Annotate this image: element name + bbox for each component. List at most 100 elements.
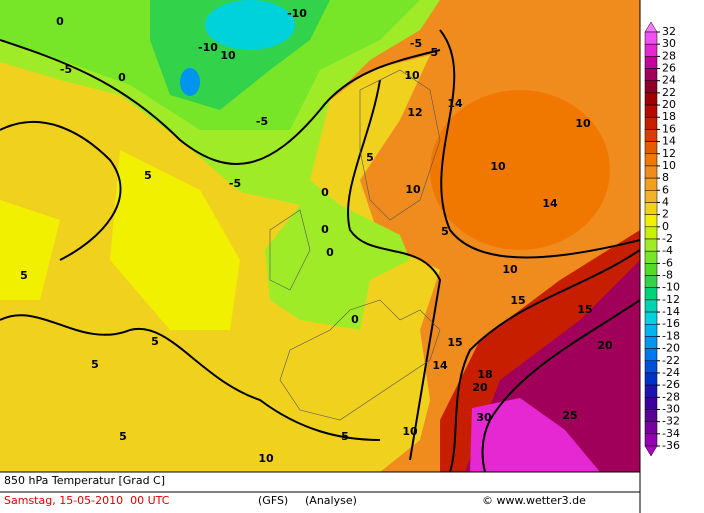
contour-label: 5 [20,269,28,282]
coastline [359,69,441,221]
contour-label: 10 [258,452,274,465]
legend-swatch [644,384,658,398]
legend-swatch [644,348,658,362]
legend-swatch [644,68,658,81]
legend-swatch [644,287,658,301]
contour-label: 0 [351,313,359,326]
legend-label: -26 [662,378,680,391]
coastline [269,209,311,291]
legend-swatch [644,190,658,203]
legend-label: -10 [662,281,680,294]
contour-label: 0 [56,15,64,28]
contour-label: 15 [577,303,592,316]
contour-label: 14 [447,97,463,110]
contour-label: 10 [402,425,418,438]
contour-label: 30 [476,411,492,424]
contour-line [0,39,441,165]
legend-arrow [644,445,658,457]
contour-lines [0,29,641,473]
legend-swatch [644,360,658,374]
legend-swatch [644,263,658,276]
contour-label: 5 [144,169,152,182]
very-cold-region [205,0,295,50]
legend-label: -12 [662,293,680,306]
legend-label: -16 [662,317,680,330]
legend-label: 16 [662,122,676,135]
legend-label: 14 [662,135,676,148]
contour-label: 25 [562,409,577,422]
footer-title: 850 hPa Temperatur [Grad C] [4,474,165,487]
coldest-region [180,68,200,96]
legend-label: -14 [662,305,680,318]
legend-label: -20 [662,342,680,355]
legend-swatch [644,226,658,240]
contour-label: 15 [510,294,525,307]
footer-credit: © www.wetter3.de [482,494,586,507]
color-legend: 32302826242220181614121086420-2-4-6-8-10… [644,21,680,457]
contour-label: 15 [447,336,462,349]
contour-label: 12 [407,106,422,119]
contour-line [481,299,641,473]
legend-label: 30 [662,37,676,50]
contour-label: 20 [472,381,488,394]
legend-swatch [644,177,658,191]
contour-label: 10 [490,160,506,173]
legend-label: -18 [662,329,680,342]
coastlines [269,69,441,421]
contour-label: 0 [118,71,126,84]
legend-label: -6 [662,256,673,269]
footer-date: Samstag, 15-05-2010 00 UTC [4,494,170,507]
legend-label: 18 [662,110,676,123]
legend-label: -24 [662,366,680,379]
legend-swatch [644,141,658,155]
contour-label: -5 [426,46,438,59]
warm-patch [430,90,610,250]
legend-label: 4 [662,195,669,208]
contour-label: 0 [321,223,329,236]
legend-label: -28 [662,390,680,403]
legend-swatch [644,43,658,57]
legend-swatch [644,250,658,264]
light-yellow-region [0,150,240,330]
legend-swatch [644,397,658,410]
legend-label: -34 [662,427,680,440]
legend-label: 22 [662,86,676,99]
legend-swatch [644,421,658,435]
legend-label: -4 [662,244,673,257]
legend-label: 28 [662,49,676,62]
legend-swatch [644,104,658,118]
legend-label: 8 [662,171,669,184]
legend-label: -2 [662,232,673,245]
contour-label: 5 [151,335,159,348]
legend-swatch [644,409,658,422]
legend-arrow [644,21,658,33]
contour-label: 5 [119,430,127,443]
contour-line [449,249,641,473]
contour-label: -10 [287,7,307,20]
legend-swatch [644,202,658,215]
legend-swatch [644,238,658,252]
legend-swatch [644,116,658,130]
contour-label: 14 [542,197,558,210]
contour-label: -5 [60,63,72,76]
legend-swatch [644,92,658,106]
legend-swatch [644,372,658,386]
legend-label: -36 [662,439,680,452]
contour-label: 14 [432,359,448,372]
contour-label: 5 [91,358,99,371]
legend-label: 32 [662,25,676,38]
contour-label: -10 [198,41,218,54]
contour-label: 5 [341,430,349,443]
contour-label: -5 [229,177,241,190]
coastline [279,299,441,421]
contour-label: 5 [441,225,449,238]
contour-line [439,29,641,259]
legend-swatch [644,31,658,45]
legend-swatch [644,56,658,69]
legend-label: 6 [662,183,669,196]
contour-label: 10 [220,49,236,62]
contour-label: 10 [502,263,518,276]
